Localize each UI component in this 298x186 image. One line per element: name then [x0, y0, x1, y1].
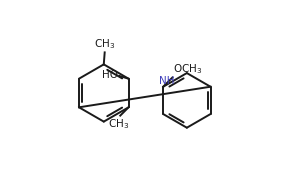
Text: OCH$_3$: OCH$_3$ — [173, 62, 203, 76]
Text: HO: HO — [103, 70, 118, 80]
Text: CH$_3$: CH$_3$ — [108, 118, 130, 131]
Text: NH: NH — [159, 76, 175, 86]
Text: CH$_3$: CH$_3$ — [94, 37, 115, 51]
